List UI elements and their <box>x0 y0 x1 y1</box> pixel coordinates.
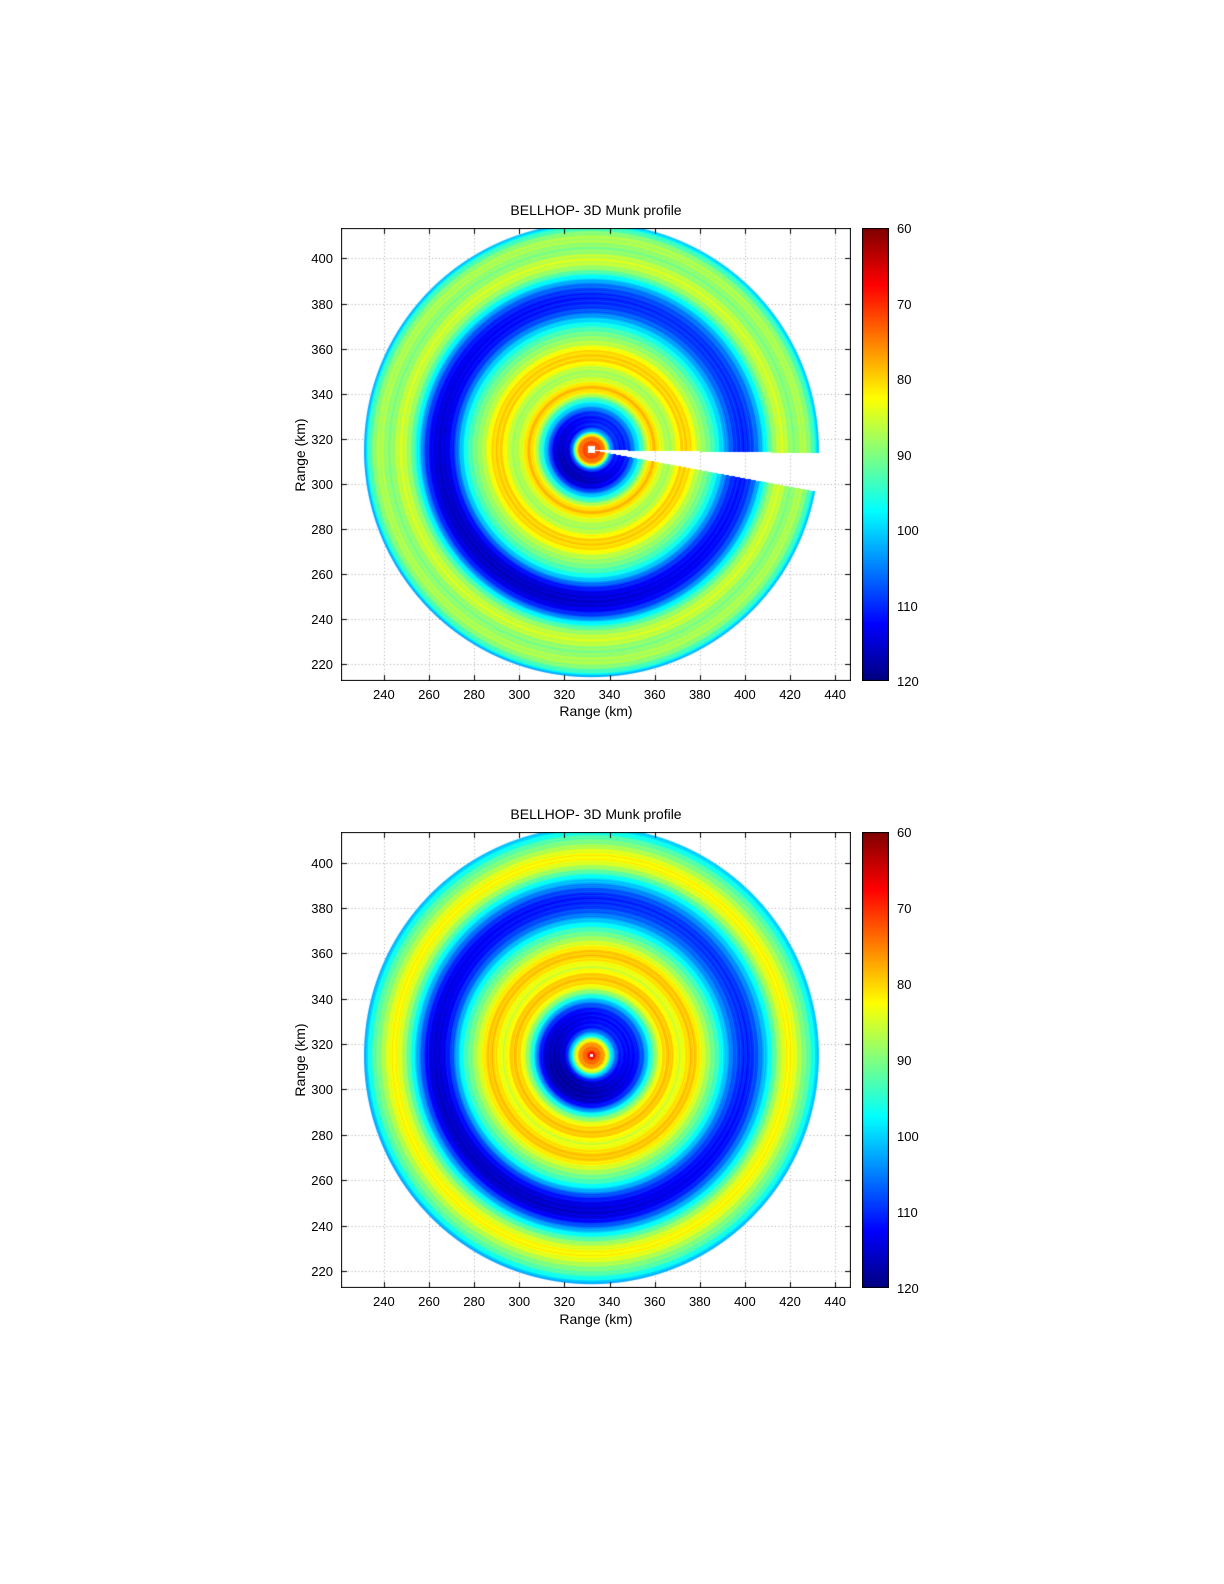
colorbar-tick-label: 80 <box>897 372 912 387</box>
x-tick-label: 240 <box>373 1294 395 1309</box>
x-axis-label: Range (km) <box>559 1311 633 1327</box>
x-tick-label: 420 <box>779 1294 801 1309</box>
x-tick-label: 260 <box>418 1294 440 1309</box>
y-tick-label: 260 <box>311 566 333 582</box>
colorbar-tick-label: 60 <box>897 221 912 236</box>
y-tick-label: 320 <box>311 1037 333 1053</box>
y-tick-label: 340 <box>311 386 333 402</box>
y-tick-label: 240 <box>311 612 333 628</box>
x-tick-label: 280 <box>463 1294 485 1309</box>
x-tick-label: 280 <box>463 687 485 702</box>
y-tick-label: 240 <box>311 1218 333 1234</box>
y-tick-label: 280 <box>311 1127 333 1143</box>
colorbar-tick-label: 110 <box>897 1205 918 1220</box>
y-tick-label: 340 <box>311 991 333 1007</box>
colorbar-tick-label: 60 <box>897 825 912 840</box>
colorbar-tick-label: 110 <box>897 598 918 614</box>
x-tick-label: 440 <box>824 687 847 702</box>
colorbar-tick-label: 90 <box>897 1053 912 1068</box>
colorbar-tick-label: 90 <box>897 447 912 463</box>
x-tick-label: 420 <box>779 687 801 702</box>
y-tick-label: 400 <box>311 855 333 871</box>
plot-title: BELLHOP- 3D Munk profile <box>510 806 682 822</box>
y-tick-label: 300 <box>311 476 333 492</box>
colorbar-tick-label: 70 <box>897 296 912 312</box>
x-tick-label: 380 <box>688 687 711 702</box>
x-tick-label: 380 <box>688 1294 711 1309</box>
y-tick-label: 400 <box>311 251 333 267</box>
x-tick-label: 240 <box>373 687 395 702</box>
colorbar-tick-label: 100 <box>897 523 919 538</box>
colorbar-tick-label: 120 <box>897 674 919 689</box>
x-tick-label: 320 <box>553 687 576 702</box>
y-tick-label: 380 <box>311 296 333 312</box>
plot-title: BELLHOP- 3D Munk profile <box>510 202 682 218</box>
x-tick-label: 400 <box>734 1294 756 1309</box>
y-tick-label: 360 <box>311 341 333 357</box>
x-tick-label: 440 <box>824 1294 847 1309</box>
colorbar-tick-label: 120 <box>897 1281 919 1296</box>
x-tick-label: 340 <box>598 687 621 702</box>
y-tick-label: 260 <box>311 1173 333 1189</box>
plot-canvas-top <box>341 228 851 681</box>
y-tick-label: 320 <box>311 431 333 447</box>
x-axis-label: Range (km) <box>559 703 633 719</box>
y-axis-label: Range (km) <box>292 418 308 492</box>
x-tick-label: 260 <box>418 687 440 702</box>
x-tick-label: 360 <box>643 1294 666 1309</box>
colorbar-gradient-bottom <box>862 832 889 1288</box>
y-tick-label: 360 <box>311 946 333 962</box>
colorbar-gradient-top <box>862 228 889 681</box>
y-tick-label: 280 <box>311 521 333 537</box>
x-tick-label: 320 <box>553 1294 576 1309</box>
colorbar-tick-label: 80 <box>897 977 912 992</box>
x-tick-label: 300 <box>508 1294 531 1309</box>
plot-canvas-bottom <box>341 832 851 1288</box>
y-tick-label: 380 <box>311 901 333 916</box>
x-tick-label: 400 <box>734 687 756 702</box>
x-tick-label: 360 <box>643 687 666 702</box>
y-tick-label: 300 <box>311 1082 333 1098</box>
x-tick-label: 300 <box>508 687 531 702</box>
y-tick-label: 220 <box>311 1263 333 1279</box>
colorbar-tick-label: 100 <box>897 1129 919 1144</box>
y-tick-label: 220 <box>311 657 333 673</box>
x-tick-label: 340 <box>598 1294 621 1309</box>
colorbar-tick-label: 70 <box>897 901 912 916</box>
y-axis-label: Range (km) <box>292 1023 308 1097</box>
